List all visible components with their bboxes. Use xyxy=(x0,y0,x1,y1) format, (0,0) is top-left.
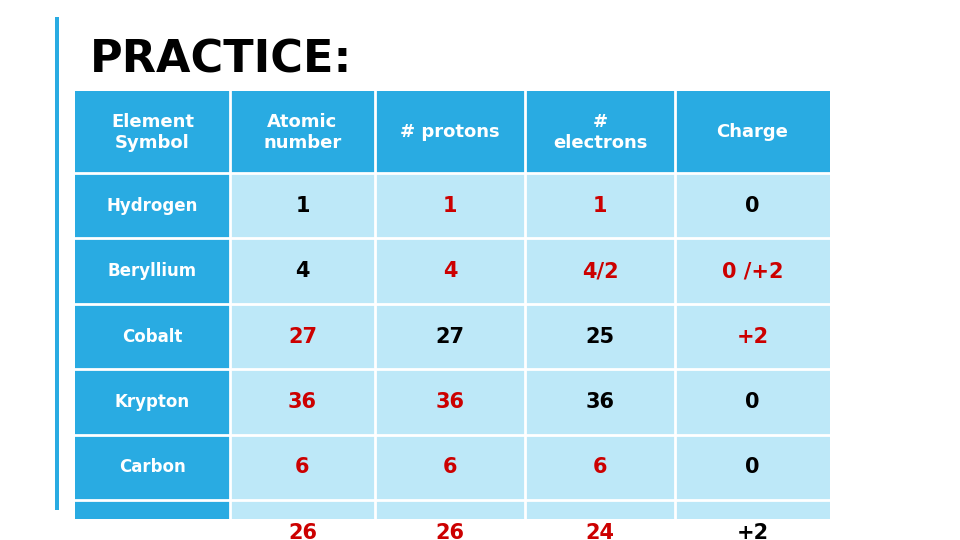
Text: Cobalt: Cobalt xyxy=(122,328,182,346)
Bar xyxy=(75,500,230,540)
Text: # protons: # protons xyxy=(400,123,500,141)
Text: 0: 0 xyxy=(745,457,759,477)
Bar xyxy=(675,369,830,435)
Text: 1: 1 xyxy=(443,196,457,216)
Bar xyxy=(75,91,830,173)
Bar xyxy=(525,173,675,239)
Bar xyxy=(230,369,375,435)
Text: Krypton: Krypton xyxy=(115,393,190,411)
Bar xyxy=(230,435,375,500)
Bar xyxy=(675,435,830,500)
Text: 4: 4 xyxy=(296,261,310,281)
Bar xyxy=(525,500,675,540)
Bar xyxy=(230,500,375,540)
Bar xyxy=(75,239,230,304)
Text: Charge: Charge xyxy=(716,123,788,141)
Text: 6: 6 xyxy=(296,457,310,477)
Bar xyxy=(75,173,230,239)
Text: 36: 36 xyxy=(288,392,317,412)
Bar xyxy=(525,304,675,369)
Text: 0 /+2: 0 /+2 xyxy=(722,261,783,281)
Text: Atomic
number: Atomic number xyxy=(263,113,342,152)
Text: #
electrons: # electrons xyxy=(553,113,647,152)
Text: 26: 26 xyxy=(436,523,465,540)
Bar xyxy=(525,369,675,435)
Bar xyxy=(375,304,525,369)
Bar xyxy=(525,435,675,500)
Text: 4/2: 4/2 xyxy=(582,261,618,281)
Bar xyxy=(75,304,230,369)
Bar xyxy=(375,239,525,304)
Text: 6: 6 xyxy=(443,457,457,477)
Bar xyxy=(675,304,830,369)
Text: Hydrogen: Hydrogen xyxy=(107,197,198,215)
Bar xyxy=(230,304,375,369)
Text: PRACTICE:: PRACTICE: xyxy=(90,38,352,82)
Text: 0: 0 xyxy=(745,392,759,412)
Text: 1: 1 xyxy=(592,196,608,216)
Bar xyxy=(55,17,59,510)
Text: 27: 27 xyxy=(288,327,317,347)
Text: 25: 25 xyxy=(586,327,614,347)
Text: Iron: Iron xyxy=(133,524,171,540)
Text: +2: +2 xyxy=(736,523,769,540)
Text: 26: 26 xyxy=(288,523,317,540)
Bar xyxy=(230,239,375,304)
Bar xyxy=(375,173,525,239)
Text: 0: 0 xyxy=(745,196,759,216)
Text: Beryllium: Beryllium xyxy=(108,262,197,280)
Text: 6: 6 xyxy=(592,457,608,477)
Bar xyxy=(230,173,375,239)
Bar xyxy=(525,239,675,304)
Text: Element
Symbol: Element Symbol xyxy=(111,113,194,152)
Bar xyxy=(75,435,230,500)
Bar xyxy=(375,435,525,500)
Text: 24: 24 xyxy=(586,523,614,540)
Text: 36: 36 xyxy=(586,392,614,412)
Text: 27: 27 xyxy=(436,327,465,347)
Text: 1: 1 xyxy=(296,196,310,216)
Bar xyxy=(675,500,830,540)
Text: +2: +2 xyxy=(736,327,769,347)
Bar xyxy=(675,173,830,239)
Text: Carbon: Carbon xyxy=(119,458,186,476)
Bar xyxy=(675,239,830,304)
Bar xyxy=(375,500,525,540)
Bar xyxy=(75,369,230,435)
Text: 36: 36 xyxy=(436,392,465,412)
Text: 4: 4 xyxy=(443,261,457,281)
Bar xyxy=(375,369,525,435)
